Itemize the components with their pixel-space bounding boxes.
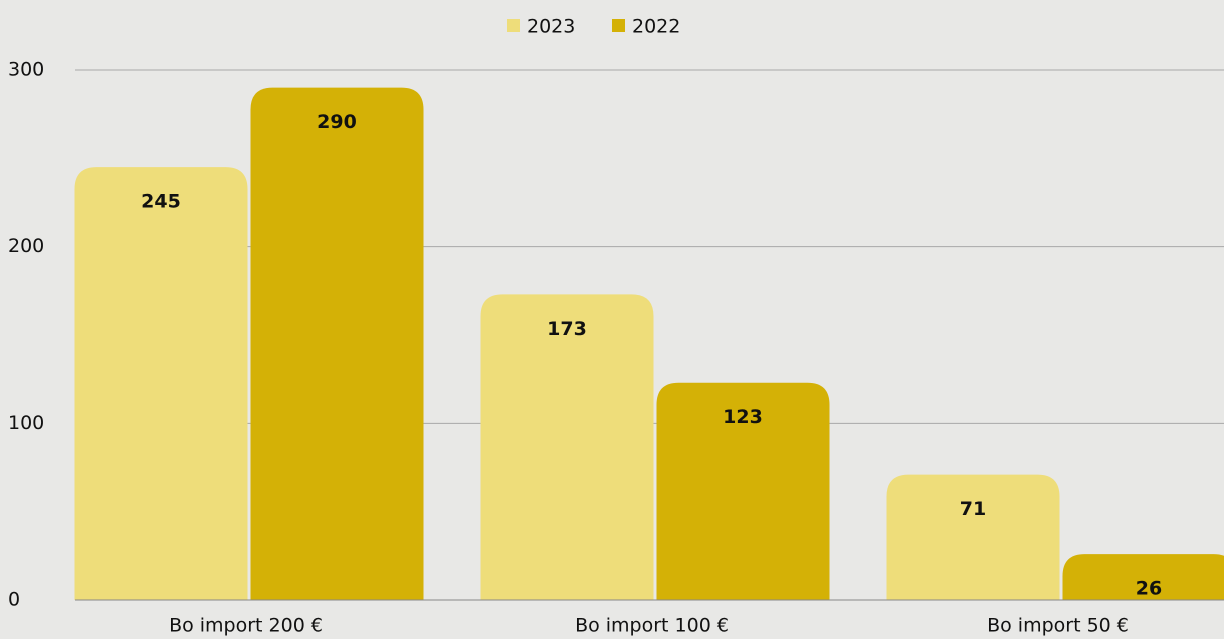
legend-label: 2023 [527,16,575,38]
x-tick-label: Bo import 100 € [575,615,729,637]
x-tick-label: Bo import 50 € [987,615,1129,637]
bar [480,294,654,600]
data-label: 123 [723,406,763,428]
x-tick-label: Bo import 200 € [169,615,323,637]
bar [886,474,1060,600]
legend-swatch [612,19,625,32]
y-tick-label: 0 [8,589,20,611]
bar [74,167,248,600]
bar [656,382,830,600]
bar [1062,554,1224,600]
bar [250,87,424,600]
y-tick-label: 100 [8,412,44,434]
data-label: 173 [547,318,587,340]
data-label: 26 [1136,578,1162,600]
y-tick-label: 300 [8,59,44,81]
y-tick-label: 200 [8,235,44,257]
legend-swatch [507,19,520,32]
data-label: 71 [960,498,986,520]
data-label: 245 [141,191,181,213]
legend-label: 2022 [632,16,680,38]
data-label: 290 [317,111,357,133]
